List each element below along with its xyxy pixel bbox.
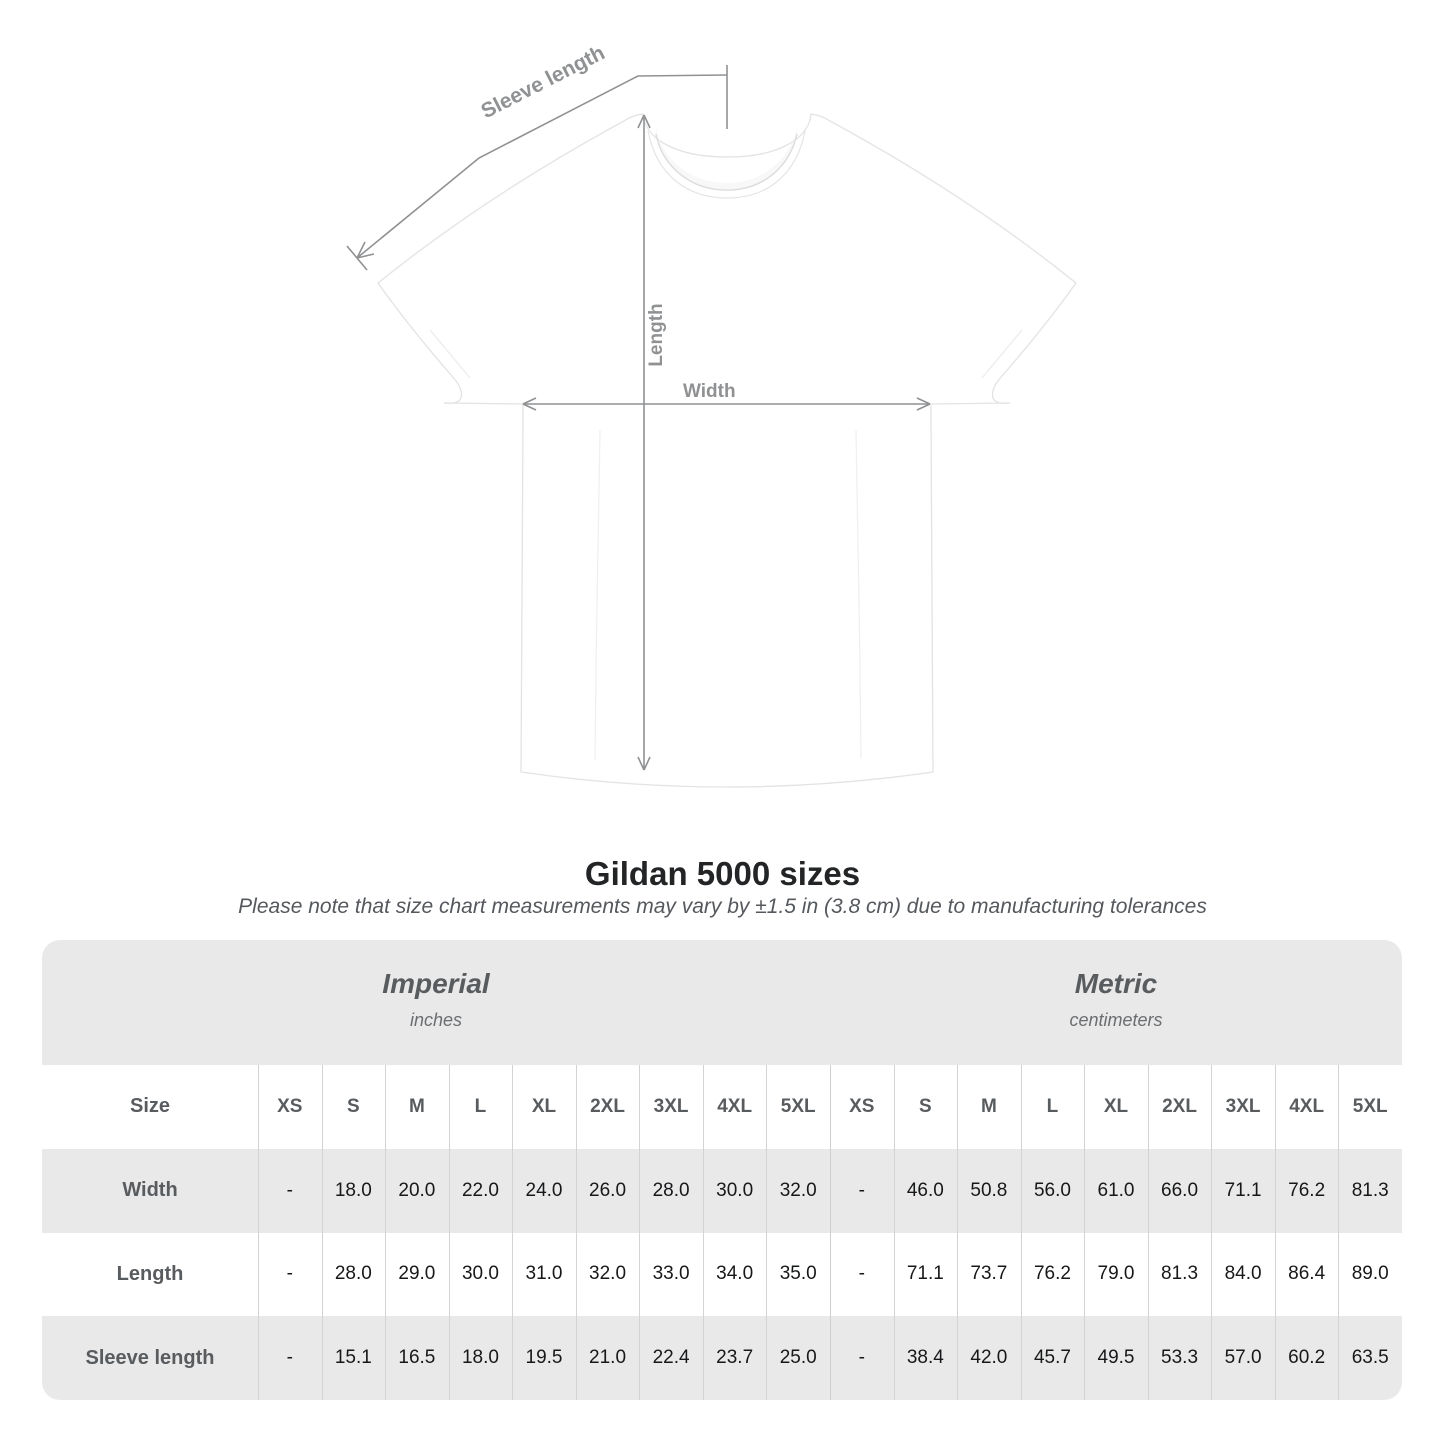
svg-text:Width: Width bbox=[683, 381, 736, 402]
svg-text:Length: Length bbox=[646, 303, 667, 366]
svg-text:Sleeve length: Sleeve length bbox=[478, 41, 609, 123]
